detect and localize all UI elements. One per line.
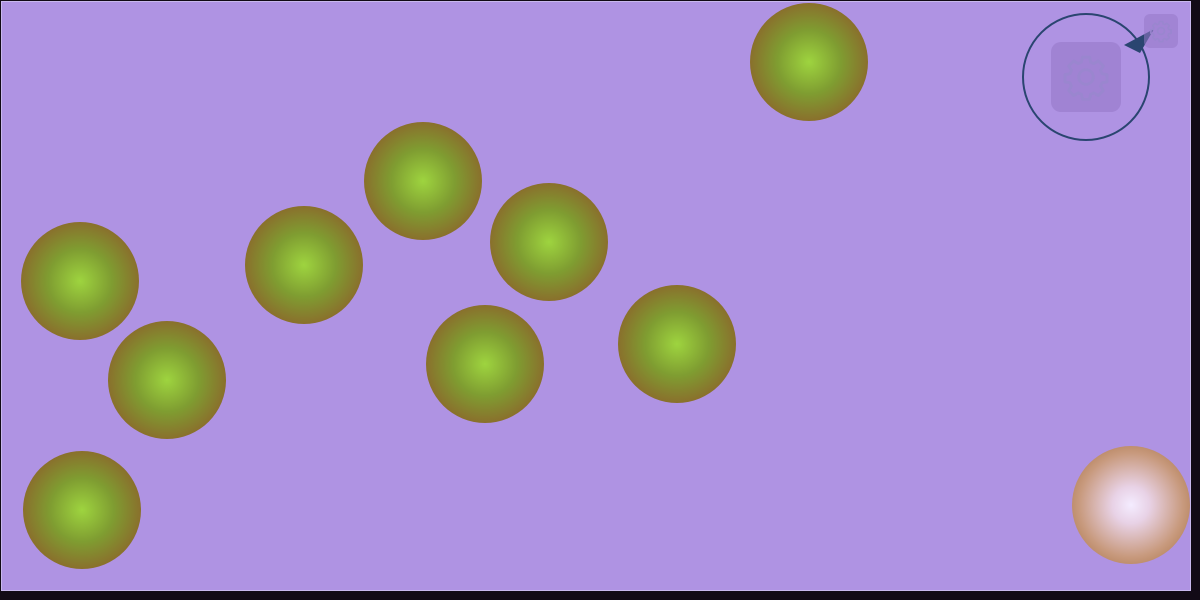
- settings-button[interactable]: [1144, 14, 1178, 48]
- settings-zoom-callout: [1022, 13, 1150, 141]
- ball[interactable]: [618, 285, 736, 403]
- ball[interactable]: [750, 3, 868, 121]
- ball[interactable]: [245, 206, 363, 324]
- gear-icon: [1063, 55, 1109, 101]
- settings-button-zoomed: [1051, 42, 1121, 112]
- ball[interactable]: [108, 321, 226, 439]
- ball[interactable]: [23, 451, 141, 569]
- ball[interactable]: [21, 222, 139, 340]
- ball[interactable]: [490, 183, 608, 301]
- selected-ball[interactable]: [1072, 446, 1190, 564]
- ball[interactable]: [426, 305, 544, 423]
- gear-icon: [1150, 20, 1172, 43]
- ball[interactable]: [364, 122, 482, 240]
- game-board[interactable]: [1, 1, 1191, 591]
